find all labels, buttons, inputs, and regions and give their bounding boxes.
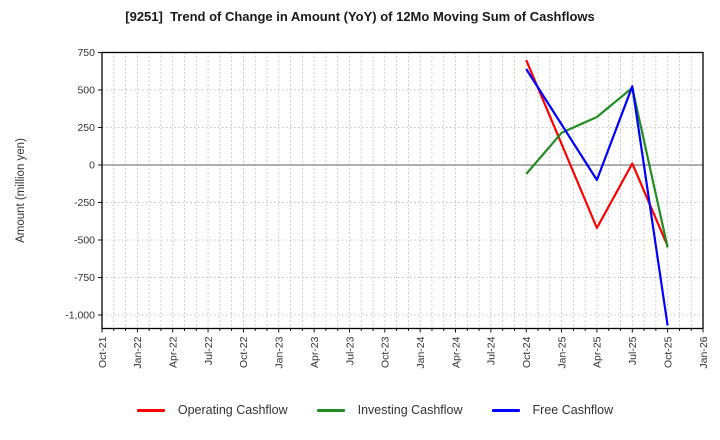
legend-item-investing-cashflow: Investing Cashflow bbox=[316, 403, 463, 417]
legend-item-operating-cashflow: Operating Cashflow bbox=[136, 403, 288, 417]
legend-swatch-icon bbox=[316, 408, 345, 412]
x-tick-label: Jul-22 bbox=[203, 336, 215, 365]
x-tick-label: Oct-21 bbox=[97, 336, 109, 368]
y-tick-label: 0 bbox=[89, 160, 95, 172]
x-tick-label: Apr-25 bbox=[592, 336, 604, 368]
series-line-investing-cashflow bbox=[525, 86, 669, 248]
legend-label: Free Cashflow bbox=[532, 403, 614, 417]
chart-title: [9251] Trend of Change in Amount (YoY) o… bbox=[125, 9, 595, 24]
legend-label: Investing Cashflow bbox=[357, 403, 463, 417]
y-tick-label: 750 bbox=[77, 47, 95, 59]
series-line-free-cashflow bbox=[525, 68, 669, 326]
y-axis-label: Amount (million yen) bbox=[15, 138, 27, 243]
y-tick-label: -250 bbox=[74, 197, 95, 209]
chart-legend: Operating Cashflow Investing Cashflow Free… bbox=[0, 403, 720, 417]
x-tick-label: Apr-22 bbox=[168, 336, 180, 368]
x-tick-label: Oct-25 bbox=[662, 336, 674, 368]
legend-swatch-icon bbox=[136, 408, 165, 412]
legend-item-free-cashflow: Free Cashflow bbox=[491, 403, 614, 417]
y-tick-label: -1,000 bbox=[65, 310, 95, 322]
x-tick-label: Oct-24 bbox=[521, 336, 533, 368]
x-tick-label: Oct-23 bbox=[380, 336, 392, 368]
plot-frame bbox=[101, 51, 704, 330]
x-tick-label: Jan-25 bbox=[556, 336, 568, 368]
y-tick-label: 250 bbox=[77, 122, 95, 134]
legend-label: Operating Cashflow bbox=[177, 403, 288, 417]
x-tick-label: Jan-22 bbox=[132, 336, 144, 368]
y-tick-label: -500 bbox=[74, 235, 95, 247]
x-tick-label: Jul-23 bbox=[344, 336, 356, 365]
x-tick-label: Oct-22 bbox=[238, 336, 250, 368]
x-tick-label: Jul-25 bbox=[627, 336, 639, 365]
x-tick-label: Jan-26 bbox=[698, 336, 710, 368]
x-tick-label: Jan-24 bbox=[415, 336, 427, 368]
x-tick-label: Jan-23 bbox=[274, 336, 286, 368]
x-tick-label: Jul-24 bbox=[486, 336, 498, 365]
x-tick-label: Apr-23 bbox=[309, 336, 321, 368]
y-tick-label: 500 bbox=[77, 85, 95, 97]
x-tick-label: Apr-24 bbox=[450, 336, 462, 368]
y-tick-label: -750 bbox=[74, 272, 95, 284]
legend-swatch-icon bbox=[491, 408, 520, 412]
series-line-operating-cashflow bbox=[525, 59, 669, 247]
